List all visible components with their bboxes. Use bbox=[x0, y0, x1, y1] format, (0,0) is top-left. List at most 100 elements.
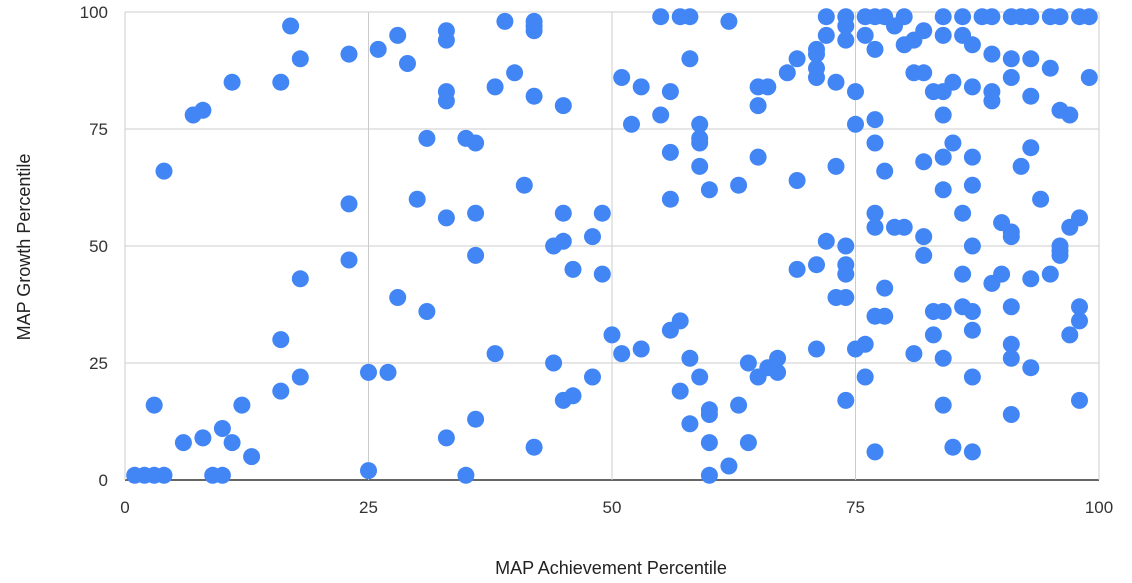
data-point bbox=[584, 228, 601, 246]
data-point bbox=[700, 434, 718, 452]
data-point bbox=[954, 8, 972, 26]
data-point bbox=[808, 340, 825, 358]
data-point bbox=[632, 78, 650, 96]
data-point bbox=[837, 31, 855, 49]
data-point bbox=[437, 92, 455, 110]
y-axis-title: MAP Growth Percentile bbox=[14, 154, 34, 341]
data-point bbox=[749, 148, 767, 166]
data-point bbox=[506, 64, 524, 82]
data-point bbox=[525, 87, 543, 105]
data-point bbox=[291, 50, 309, 68]
data-point bbox=[856, 26, 874, 44]
data-point bbox=[1071, 312, 1088, 330]
data-point bbox=[1051, 246, 1069, 264]
data-point bbox=[876, 279, 894, 297]
data-points bbox=[126, 8, 1098, 484]
data-point bbox=[399, 55, 416, 72]
data-point bbox=[1022, 359, 1040, 377]
data-point bbox=[739, 354, 757, 372]
data-point bbox=[496, 12, 514, 30]
data-point bbox=[681, 50, 699, 68]
data-point bbox=[837, 391, 855, 409]
data-point bbox=[1002, 69, 1020, 86]
data-point bbox=[467, 246, 485, 264]
data-point bbox=[389, 26, 407, 44]
data-point bbox=[613, 69, 631, 86]
data-point bbox=[934, 148, 952, 166]
data-point bbox=[739, 434, 757, 452]
data-point bbox=[866, 134, 884, 152]
data-point bbox=[963, 237, 981, 255]
y-tick-label: 0 bbox=[99, 471, 108, 490]
data-point bbox=[963, 368, 981, 386]
data-point bbox=[1061, 326, 1079, 344]
data-point bbox=[720, 12, 738, 30]
data-point bbox=[954, 204, 972, 222]
data-point bbox=[1032, 190, 1050, 208]
data-point bbox=[389, 289, 407, 306]
data-point bbox=[856, 368, 874, 386]
data-point bbox=[623, 115, 640, 133]
data-point bbox=[837, 237, 855, 255]
data-point bbox=[418, 129, 436, 147]
data-point bbox=[291, 270, 309, 288]
data-point bbox=[223, 434, 241, 452]
data-point bbox=[1071, 298, 1088, 316]
data-point bbox=[671, 382, 689, 400]
data-point bbox=[457, 466, 475, 484]
data-point bbox=[360, 363, 377, 381]
data-point bbox=[554, 204, 572, 222]
data-point bbox=[934, 106, 952, 124]
data-point bbox=[895, 8, 913, 26]
data-point bbox=[408, 190, 426, 208]
data-point bbox=[1002, 349, 1020, 367]
data-point bbox=[291, 368, 309, 386]
data-point bbox=[983, 92, 1001, 110]
data-point bbox=[934, 181, 952, 199]
data-point bbox=[993, 265, 1011, 283]
data-point bbox=[866, 204, 884, 222]
data-point bbox=[954, 265, 972, 283]
data-point bbox=[847, 83, 864, 101]
data-point bbox=[1071, 391, 1088, 409]
data-point bbox=[837, 289, 855, 306]
data-point bbox=[963, 176, 981, 194]
data-point bbox=[915, 153, 933, 171]
data-point bbox=[652, 8, 670, 26]
data-point bbox=[866, 218, 884, 236]
y-tick-label: 75 bbox=[89, 120, 108, 139]
data-point bbox=[467, 410, 485, 428]
data-point bbox=[652, 106, 670, 124]
y-tick-label: 100 bbox=[80, 3, 108, 22]
data-point bbox=[1080, 69, 1098, 86]
data-point bbox=[1051, 8, 1069, 26]
data-point bbox=[467, 134, 485, 152]
x-tick-label: 100 bbox=[1085, 498, 1113, 517]
data-point bbox=[866, 443, 884, 461]
data-point bbox=[681, 349, 699, 367]
data-point bbox=[671, 312, 689, 330]
data-point bbox=[1022, 50, 1040, 68]
data-point bbox=[584, 368, 601, 386]
data-point bbox=[700, 181, 718, 199]
data-point bbox=[1022, 270, 1040, 288]
data-point bbox=[340, 251, 358, 269]
data-point bbox=[817, 26, 835, 44]
data-point bbox=[1022, 139, 1040, 157]
data-point bbox=[213, 466, 231, 484]
data-point bbox=[155, 466, 173, 484]
data-point bbox=[525, 22, 543, 40]
data-point bbox=[983, 8, 1001, 26]
data-point bbox=[486, 345, 504, 363]
data-point bbox=[486, 78, 504, 96]
grid-lines bbox=[124, 11, 1100, 481]
data-point bbox=[272, 382, 290, 400]
data-point bbox=[1071, 209, 1088, 227]
data-point bbox=[564, 260, 582, 278]
data-point bbox=[613, 345, 631, 363]
data-point bbox=[963, 148, 981, 166]
data-point bbox=[876, 307, 894, 325]
data-point bbox=[340, 45, 358, 63]
data-point bbox=[808, 256, 825, 274]
data-point bbox=[360, 462, 377, 480]
